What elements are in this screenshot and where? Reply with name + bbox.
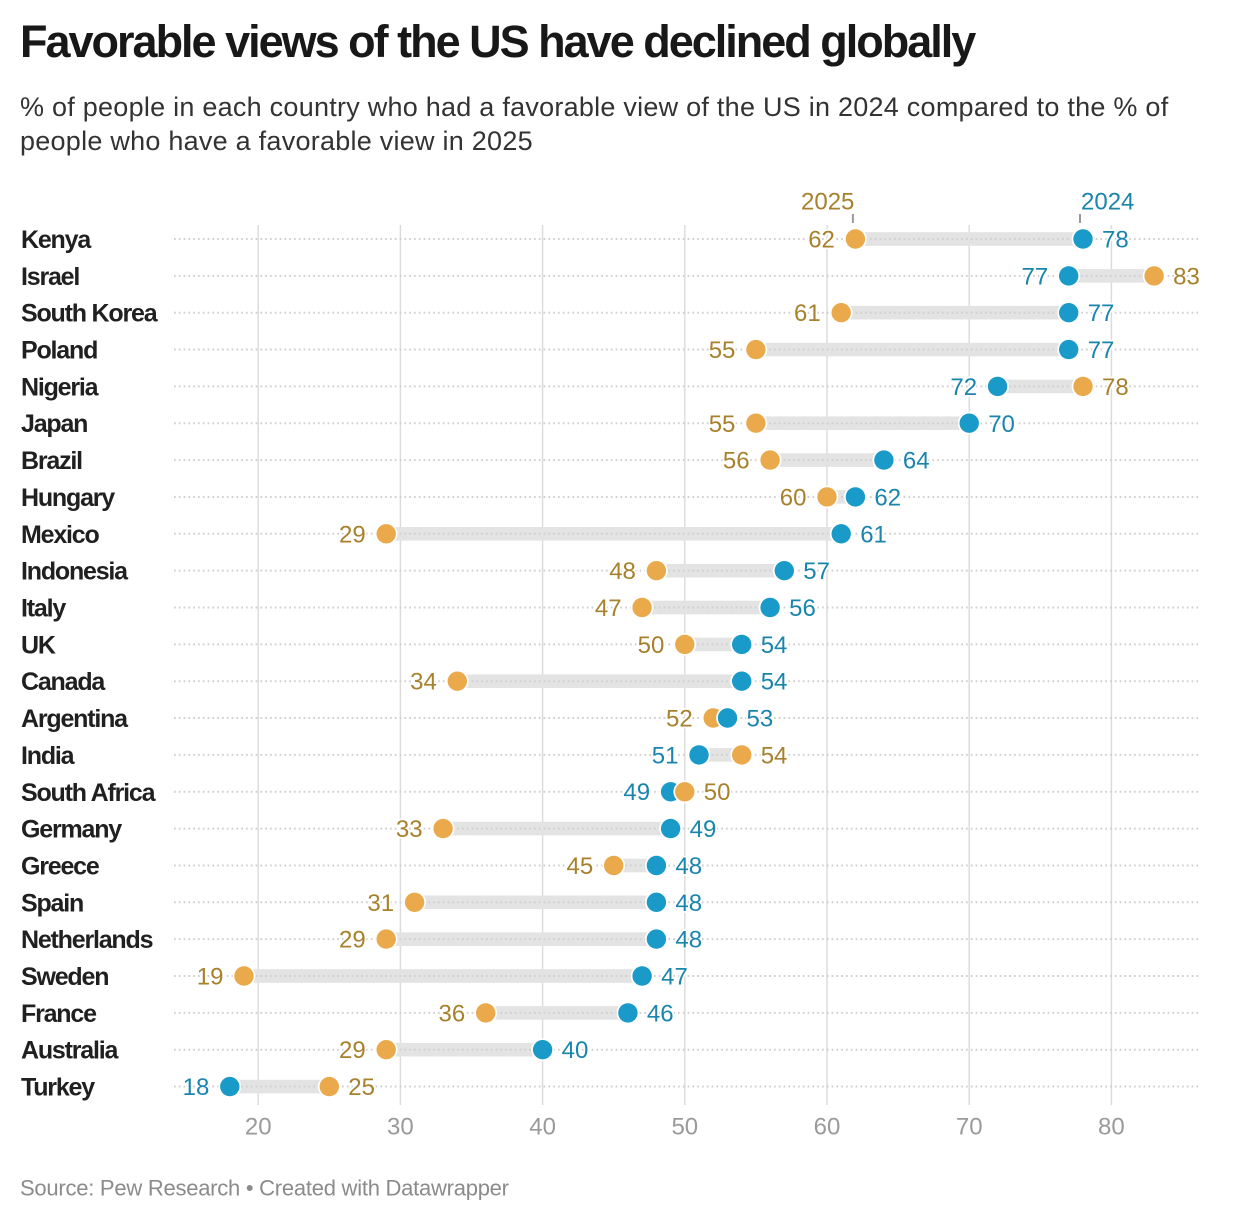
svg-text:Indonesia: Indonesia xyxy=(21,558,129,586)
svg-text:45: 45 xyxy=(566,853,593,880)
svg-text:Argentina: Argentina xyxy=(21,705,129,733)
svg-text:20: 20 xyxy=(245,1114,272,1141)
svg-text:64: 64 xyxy=(903,448,930,475)
svg-text:54: 54 xyxy=(761,742,788,769)
svg-text:Japan: Japan xyxy=(21,410,87,438)
svg-text:60: 60 xyxy=(780,484,807,511)
svg-text:77: 77 xyxy=(1021,263,1048,290)
svg-text:47: 47 xyxy=(595,595,622,622)
svg-text:2025: 2025 xyxy=(801,189,854,216)
svg-text:Australia: Australia xyxy=(21,1037,119,1065)
svg-text:India: India xyxy=(21,742,76,770)
svg-text:Canada: Canada xyxy=(21,668,106,696)
svg-text:55: 55 xyxy=(709,411,736,438)
svg-text:57: 57 xyxy=(803,558,830,585)
svg-text:Hungary: Hungary xyxy=(21,484,115,512)
svg-text:33: 33 xyxy=(396,816,423,843)
svg-text:Source: Pew Research • Created: Source: Pew Research • Created with Data… xyxy=(20,1176,509,1201)
svg-text:40: 40 xyxy=(562,1037,589,1064)
svg-text:54: 54 xyxy=(761,632,788,659)
svg-text:54: 54 xyxy=(761,669,788,696)
svg-text:Turkey: Turkey xyxy=(21,1074,95,1102)
svg-text:France: France xyxy=(21,1000,97,1028)
svg-text:29: 29 xyxy=(339,1037,366,1064)
svg-text:South Africa: South Africa xyxy=(21,779,157,807)
svg-text:Greece: Greece xyxy=(21,853,100,881)
svg-text:31: 31 xyxy=(367,890,394,917)
svg-text:48: 48 xyxy=(675,853,702,880)
svg-text:Poland: Poland xyxy=(21,337,97,365)
svg-text:30: 30 xyxy=(387,1114,414,1141)
svg-text:78: 78 xyxy=(1102,374,1129,401)
svg-text:55: 55 xyxy=(709,337,736,364)
svg-text:46: 46 xyxy=(647,1000,674,1027)
svg-text:52: 52 xyxy=(666,706,693,733)
svg-text:77: 77 xyxy=(1088,337,1115,364)
svg-text:25: 25 xyxy=(348,1074,375,1101)
svg-text:72: 72 xyxy=(950,374,977,401)
svg-text:50: 50 xyxy=(638,632,665,659)
svg-text:62: 62 xyxy=(808,227,835,254)
svg-text:2024: 2024 xyxy=(1081,189,1134,216)
svg-text:Nigeria: Nigeria xyxy=(21,373,100,401)
svg-text:61: 61 xyxy=(794,300,821,327)
svg-text:36: 36 xyxy=(438,1000,465,1027)
svg-text:Italy: Italy xyxy=(21,595,66,623)
svg-text:Israel: Israel xyxy=(21,263,79,291)
svg-text:50: 50 xyxy=(671,1114,698,1141)
svg-text:Germany: Germany xyxy=(21,816,122,844)
svg-text:83: 83 xyxy=(1173,263,1200,290)
svg-text:29: 29 xyxy=(339,521,366,548)
svg-text:70: 70 xyxy=(988,411,1015,438)
svg-text:48: 48 xyxy=(675,927,702,954)
svg-text:49: 49 xyxy=(690,816,717,843)
svg-text:80: 80 xyxy=(1098,1114,1125,1141)
svg-text:Sweden: Sweden xyxy=(21,963,108,991)
svg-text:Kenya: Kenya xyxy=(21,226,92,254)
svg-text:Spain: Spain xyxy=(21,889,83,917)
svg-text:61: 61 xyxy=(860,521,887,548)
svg-text:49: 49 xyxy=(623,779,650,806)
svg-text:48: 48 xyxy=(675,890,702,917)
svg-text:77: 77 xyxy=(1088,300,1115,327)
svg-text:Mexico: Mexico xyxy=(21,521,99,549)
svg-text:people who have a favorable vi: people who have a favorable view in 2025 xyxy=(20,126,533,156)
svg-text:78: 78 xyxy=(1102,227,1129,254)
svg-text:Favorable views of the US have: Favorable views of the US have declined … xyxy=(20,16,976,67)
svg-text:19: 19 xyxy=(197,964,224,991)
svg-text:50: 50 xyxy=(704,779,731,806)
svg-text:South Korea: South Korea xyxy=(21,300,159,328)
svg-text:48: 48 xyxy=(609,558,636,585)
svg-text:40: 40 xyxy=(529,1114,556,1141)
svg-text:70: 70 xyxy=(956,1114,983,1141)
svg-text:60: 60 xyxy=(814,1114,841,1141)
svg-text:UK: UK xyxy=(21,631,56,659)
svg-text:56: 56 xyxy=(789,595,816,622)
svg-text:53: 53 xyxy=(747,706,774,733)
svg-text:29: 29 xyxy=(339,927,366,954)
svg-text:34: 34 xyxy=(410,669,437,696)
svg-text:56: 56 xyxy=(723,448,750,475)
svg-text:18: 18 xyxy=(183,1074,210,1101)
svg-text:47: 47 xyxy=(661,964,688,991)
svg-text:62: 62 xyxy=(874,484,901,511)
svg-text:Brazil: Brazil xyxy=(21,447,82,475)
svg-text:51: 51 xyxy=(652,742,679,769)
svg-text:% of people in each country wh: % of people in each country who had a fa… xyxy=(20,92,1169,122)
svg-text:Netherlands: Netherlands xyxy=(21,926,153,954)
